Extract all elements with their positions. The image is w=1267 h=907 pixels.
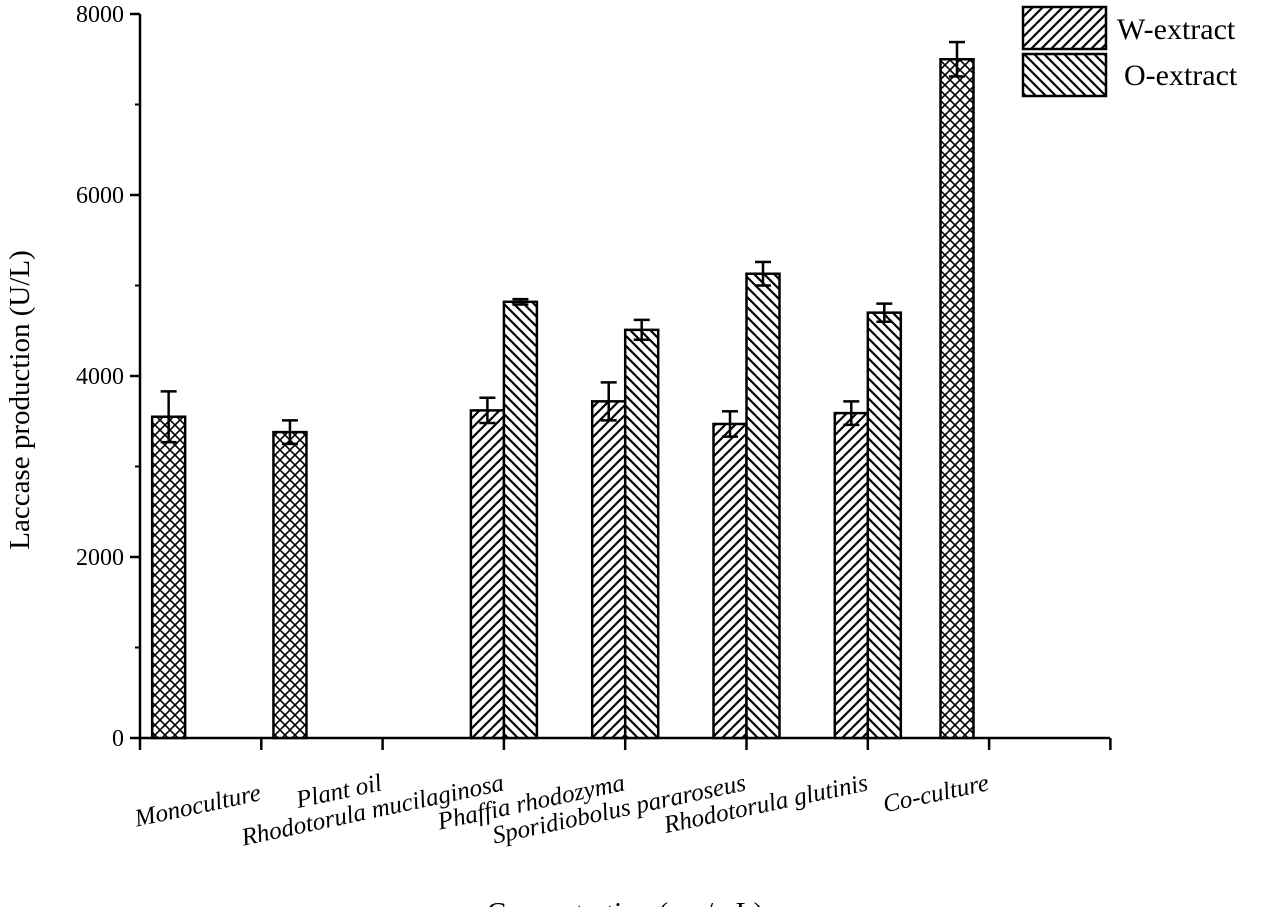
bar-plant-oil [272, 430, 308, 740]
bar-o-extract [866, 311, 903, 740]
x-ticks [138, 738, 1112, 750]
legend-swatch-w-extract [1021, 5, 1108, 51]
legend-label-o-extract: O-extract [1124, 59, 1238, 92]
bar-o-extract [623, 328, 660, 740]
bar-o-extract [745, 272, 781, 740]
bar-w-extract [590, 400, 627, 740]
y-tick-label: 6000 [76, 183, 124, 209]
y-tick-label: 8000 [76, 2, 124, 28]
y-tick-label: 2000 [76, 545, 124, 571]
y-tick-label: 4000 [76, 364, 124, 390]
x-category-label: Co-culture [881, 769, 992, 818]
legend-label-w-extract: W-extract [1117, 13, 1236, 46]
bar-monoculture [150, 415, 187, 740]
bar-o-extract [502, 300, 539, 740]
y-ticks: 0 2000 4000 6000 8000 [76, 2, 140, 752]
bars [150, 58, 975, 740]
bar-co-culture [939, 58, 975, 740]
bar-w-extract [833, 411, 870, 740]
legend: W-extract O-extract [1021, 5, 1238, 98]
legend-swatch-o-extract [1021, 52, 1108, 98]
bar-w-extract [712, 422, 748, 740]
x-axis-title: Concentration (mg/mL) [487, 897, 763, 907]
y-tick-label: 0 [112, 726, 124, 752]
y-axis-title: Laccase production (U/L) [4, 250, 36, 550]
bar-w-extract [469, 409, 506, 740]
error-bars [160, 40, 965, 446]
